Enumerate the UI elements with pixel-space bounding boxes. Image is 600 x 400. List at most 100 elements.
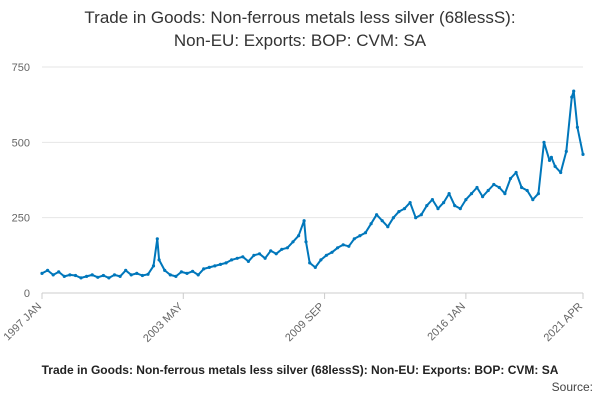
data-point xyxy=(425,204,429,208)
y-tick-label: 750 xyxy=(12,62,30,74)
data-point xyxy=(469,192,474,196)
x-tick-label: 1997 JAN xyxy=(1,301,44,344)
data-point xyxy=(352,237,356,241)
data-point xyxy=(68,273,72,277)
data-point xyxy=(436,207,440,211)
data-point xyxy=(447,192,451,196)
data-point xyxy=(57,270,61,274)
data-point xyxy=(174,274,178,278)
data-point xyxy=(492,182,496,187)
data-point xyxy=(397,210,401,214)
data-point xyxy=(129,273,133,277)
data-point xyxy=(163,268,167,272)
data-point xyxy=(135,271,139,275)
data-point xyxy=(430,198,434,202)
data-point xyxy=(85,274,89,278)
data-point xyxy=(185,271,189,275)
data-point xyxy=(246,259,250,263)
data-point xyxy=(140,273,144,278)
data-point xyxy=(464,198,468,202)
data-point xyxy=(280,247,284,251)
data-point xyxy=(213,264,217,268)
data-point xyxy=(572,89,576,93)
data-point xyxy=(570,95,574,99)
footer-description: Trade in Goods: Non-ferrous metals less … xyxy=(41,363,559,377)
data-point xyxy=(46,268,50,272)
data-point xyxy=(263,256,267,260)
data-point xyxy=(324,253,328,257)
x-tick-label: 2016 JAN xyxy=(425,301,468,344)
data-point xyxy=(302,219,306,223)
data-point xyxy=(575,125,580,129)
y-tick-label: 0 xyxy=(24,288,30,300)
data-point xyxy=(347,244,351,248)
data-point xyxy=(419,213,423,217)
data-point xyxy=(520,185,524,190)
data-point xyxy=(553,164,557,168)
y-tick-label: 500 xyxy=(12,137,30,149)
data-point xyxy=(224,261,228,265)
data-point xyxy=(380,219,384,223)
data-point xyxy=(402,207,407,211)
data-point xyxy=(269,249,273,253)
chart-title: Trade in Goods: Non-ferrous metals less … xyxy=(0,6,600,52)
data-point xyxy=(146,272,150,276)
chart-title-line-2: Non-EU: Exports: BOP: CVM: SA xyxy=(173,31,427,50)
data-point xyxy=(525,188,529,193)
data-point xyxy=(486,188,490,193)
data-point xyxy=(230,258,234,262)
data-point xyxy=(497,185,501,190)
data-point xyxy=(40,271,44,275)
x-tick-label: 2021 APR xyxy=(542,301,586,345)
data-point xyxy=(369,222,373,226)
data-point xyxy=(358,234,362,238)
data-point xyxy=(218,262,223,266)
data-point xyxy=(297,234,301,238)
data-point xyxy=(308,261,312,265)
data-point xyxy=(531,198,535,202)
data-point xyxy=(514,170,518,175)
source-label: Source: xyxy=(551,380,593,394)
data-point xyxy=(155,237,159,241)
data-point xyxy=(107,276,111,280)
data-point xyxy=(559,170,563,175)
data-point xyxy=(124,268,128,272)
data-point xyxy=(51,273,55,277)
data-point xyxy=(252,253,256,257)
data-point xyxy=(191,269,195,273)
data-point xyxy=(391,216,395,220)
y-tick-label: 250 xyxy=(12,213,30,225)
data-point xyxy=(458,207,462,211)
data-point xyxy=(202,267,206,271)
data-point xyxy=(73,273,78,278)
grid-lines xyxy=(42,66,583,294)
data-point xyxy=(207,265,211,269)
data-point xyxy=(336,246,340,250)
data-point xyxy=(453,204,457,208)
data-point xyxy=(96,275,100,279)
data-point xyxy=(386,225,390,229)
series-layer xyxy=(40,89,585,280)
data-point xyxy=(79,276,83,280)
data-point xyxy=(241,255,245,259)
data-point xyxy=(581,152,585,156)
data-point xyxy=(508,176,513,181)
data-point xyxy=(330,250,334,254)
data-point xyxy=(475,185,479,190)
footer-source: Source: xyxy=(0,380,600,394)
data-point xyxy=(179,270,183,274)
data-point xyxy=(157,258,161,262)
data-point xyxy=(168,273,172,277)
data-point xyxy=(408,201,412,205)
data-point xyxy=(549,155,554,159)
x-tick-label: 2003 MAY xyxy=(141,300,186,345)
data-point xyxy=(503,192,507,196)
data-point xyxy=(112,273,117,277)
series-line xyxy=(41,90,584,279)
data-point xyxy=(274,252,278,256)
data-point xyxy=(235,256,239,260)
data-point xyxy=(62,274,66,278)
y-axis: 0 250 500 750 xyxy=(12,62,30,300)
data-point xyxy=(564,149,568,153)
data-point xyxy=(313,265,317,269)
